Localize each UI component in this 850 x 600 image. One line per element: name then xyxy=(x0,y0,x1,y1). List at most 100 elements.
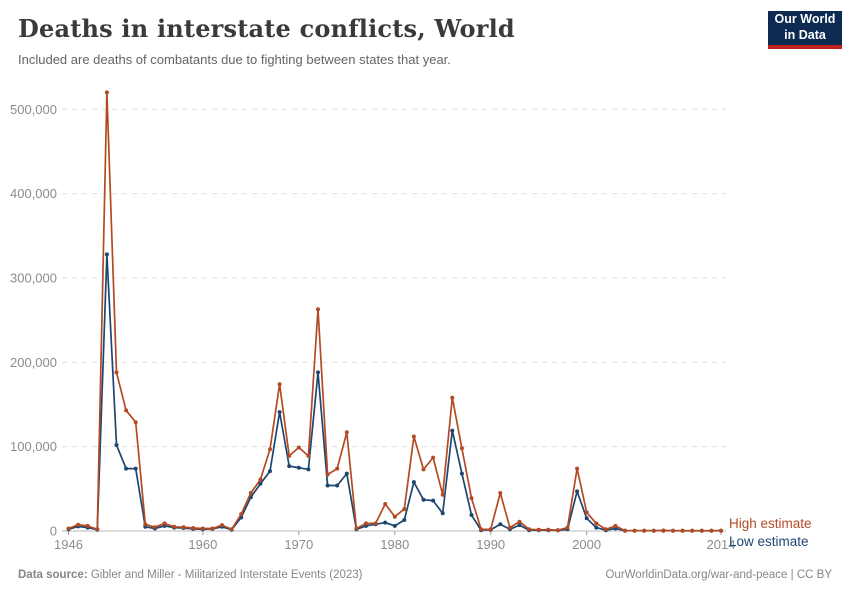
data-point-low-estimate[interactable] xyxy=(402,518,407,522)
data-point-low-estimate[interactable] xyxy=(392,523,397,528)
data-point-high-estimate[interactable] xyxy=(469,496,474,501)
data-point-high-estimate[interactable] xyxy=(76,522,81,527)
data-point-low-estimate[interactable] xyxy=(575,489,580,494)
data-point-low-estimate[interactable] xyxy=(344,471,349,476)
data-point-high-estimate[interactable] xyxy=(200,526,205,531)
data-point-low-estimate[interactable] xyxy=(306,467,311,472)
data-point-high-estimate[interactable] xyxy=(517,519,522,524)
data-point-high-estimate[interactable] xyxy=(162,521,167,526)
data-point-high-estimate[interactable] xyxy=(680,528,685,533)
data-point-high-estimate[interactable] xyxy=(95,527,100,532)
data-point-low-estimate[interactable] xyxy=(498,522,503,527)
data-point-high-estimate[interactable] xyxy=(364,521,368,526)
data-point-low-estimate[interactable] xyxy=(124,466,129,471)
data-point-high-estimate[interactable] xyxy=(133,420,138,425)
data-point-high-estimate[interactable] xyxy=(632,528,637,533)
data-point-low-estimate[interactable] xyxy=(450,428,455,433)
data-point-high-estimate[interactable] xyxy=(623,528,627,533)
data-point-high-estimate[interactable] xyxy=(498,491,503,495)
data-point-low-estimate[interactable] xyxy=(287,464,292,469)
data-point-high-estimate[interactable] xyxy=(325,472,330,477)
owid-url-link[interactable]: OurWorldinData.org/war-and-peace xyxy=(605,569,788,581)
data-point-high-estimate[interactable] xyxy=(373,521,378,526)
series-line-high-estimate[interactable] xyxy=(67,91,722,532)
data-point-high-estimate[interactable] xyxy=(210,526,215,531)
data-point-high-estimate[interactable] xyxy=(565,525,570,530)
data-point-low-estimate[interactable] xyxy=(325,483,330,488)
data-point-low-estimate[interactable] xyxy=(277,410,282,415)
data-point-high-estimate[interactable] xyxy=(555,528,560,533)
data-point-high-estimate[interactable] xyxy=(220,523,224,528)
data-point-low-estimate[interactable] xyxy=(383,520,388,525)
data-point-low-estimate[interactable] xyxy=(316,370,320,375)
data-point-high-estimate[interactable] xyxy=(603,527,608,532)
legend-high-estimate[interactable]: High estimate xyxy=(729,516,812,531)
data-point-high-estimate[interactable] xyxy=(287,453,292,458)
data-point-low-estimate[interactable] xyxy=(411,480,416,485)
data-point-high-estimate[interactable] xyxy=(306,453,311,458)
data-point-high-estimate[interactable] xyxy=(699,528,704,533)
data-point-high-estimate[interactable] xyxy=(258,477,263,482)
data-point-low-estimate[interactable] xyxy=(114,443,119,447)
data-point-low-estimate[interactable] xyxy=(268,469,272,474)
data-point-high-estimate[interactable] xyxy=(690,528,695,533)
data-point-low-estimate[interactable] xyxy=(431,498,436,503)
data-point-high-estimate[interactable] xyxy=(229,527,234,532)
data-point-high-estimate[interactable] xyxy=(354,526,359,531)
data-point-high-estimate[interactable] xyxy=(651,528,656,533)
data-point-high-estimate[interactable] xyxy=(459,446,464,451)
data-point-high-estimate[interactable] xyxy=(143,522,148,527)
data-point-high-estimate[interactable] xyxy=(172,524,177,529)
data-point-high-estimate[interactable] xyxy=(104,90,109,95)
data-point-high-estimate[interactable] xyxy=(152,525,157,530)
data-point-high-estimate[interactable] xyxy=(344,430,349,435)
data-point-high-estimate[interactable] xyxy=(575,466,580,471)
data-point-high-estimate[interactable] xyxy=(479,527,484,532)
data-point-high-estimate[interactable] xyxy=(594,521,599,526)
data-point-high-estimate[interactable] xyxy=(671,528,675,533)
data-point-high-estimate[interactable] xyxy=(181,525,186,530)
data-point-high-estimate[interactable] xyxy=(527,527,532,532)
data-point-low-estimate[interactable] xyxy=(469,513,474,517)
data-point-low-estimate[interactable] xyxy=(335,483,340,488)
data-point-high-estimate[interactable] xyxy=(411,434,416,439)
data-point-high-estimate[interactable] xyxy=(248,491,253,495)
data-point-low-estimate[interactable] xyxy=(421,497,426,502)
data-point-high-estimate[interactable] xyxy=(431,455,436,460)
data-point-high-estimate[interactable] xyxy=(335,466,340,471)
data-point-high-estimate[interactable] xyxy=(296,445,301,450)
data-point-high-estimate[interactable] xyxy=(440,492,445,497)
data-point-low-estimate[interactable] xyxy=(104,252,109,257)
data-point-high-estimate[interactable] xyxy=(114,370,119,375)
data-point-high-estimate[interactable] xyxy=(316,307,320,312)
data-point-low-estimate[interactable] xyxy=(440,511,445,516)
data-point-high-estimate[interactable] xyxy=(613,523,618,528)
data-point-high-estimate[interactable] xyxy=(507,525,512,530)
data-point-low-estimate[interactable] xyxy=(584,516,589,521)
series-line-low-estimate[interactable] xyxy=(67,253,722,532)
data-point-high-estimate[interactable] xyxy=(450,395,455,400)
data-point-high-estimate[interactable] xyxy=(392,514,397,519)
data-point-low-estimate[interactable] xyxy=(517,523,522,528)
data-point-high-estimate[interactable] xyxy=(584,510,589,515)
legend-low-estimate[interactable]: Low estimate xyxy=(729,534,809,549)
data-point-high-estimate[interactable] xyxy=(642,528,647,533)
data-point-high-estimate[interactable] xyxy=(421,467,426,472)
data-point-high-estimate[interactable] xyxy=(85,523,90,528)
data-point-high-estimate[interactable] xyxy=(661,528,666,533)
data-point-high-estimate[interactable] xyxy=(536,527,541,532)
data-point-high-estimate[interactable] xyxy=(383,502,388,506)
data-point-high-estimate[interactable] xyxy=(277,382,282,387)
data-point-high-estimate[interactable] xyxy=(488,527,493,532)
data-point-high-estimate[interactable] xyxy=(191,526,196,530)
data-point-high-estimate[interactable] xyxy=(239,512,244,517)
license-link[interactable]: CC BY xyxy=(796,569,832,581)
data-point-low-estimate[interactable] xyxy=(258,481,263,486)
data-point-high-estimate[interactable] xyxy=(719,528,723,533)
data-point-high-estimate[interactable] xyxy=(66,526,71,531)
data-point-high-estimate[interactable] xyxy=(709,528,714,533)
data-point-high-estimate[interactable] xyxy=(268,447,272,452)
data-point-low-estimate[interactable] xyxy=(594,525,599,530)
data-point-high-estimate[interactable] xyxy=(124,408,129,413)
data-point-low-estimate[interactable] xyxy=(133,466,138,471)
